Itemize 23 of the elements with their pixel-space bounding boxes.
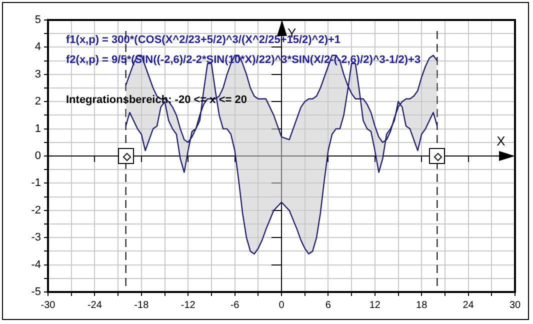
x-tick-label: 0	[278, 300, 285, 311]
x-tick-label: 6	[325, 300, 332, 311]
y-tick-label: 0	[34, 150, 41, 162]
y-tick-label: -4	[31, 258, 41, 271]
x-tick-label: 18	[416, 300, 428, 311]
x-tick-label: -12	[180, 300, 196, 311]
x-tick-label: 12	[369, 300, 381, 311]
x-axis-title: X	[496, 134, 506, 149]
x-tick-label: -18	[134, 300, 150, 311]
x-tick-label: -24	[87, 300, 102, 311]
y-tick-label: 1	[34, 122, 41, 135]
y-tick-label: 2	[34, 96, 41, 108]
x-tick-label: 30	[509, 300, 521, 311]
y-tick-label: -3	[31, 232, 41, 244]
y-tick-label: 3	[34, 68, 41, 80]
x-tick-label: -30	[40, 300, 56, 311]
x-tick-label: -6	[230, 300, 240, 311]
y-tick-label: 4	[34, 41, 41, 54]
x-tick-label: 24	[462, 300, 474, 311]
y-tick-label: -2	[31, 204, 41, 216]
y-tick-label: -1	[31, 177, 41, 190]
y-tick-label: -5	[31, 286, 41, 298]
y-tick-label: 5	[34, 14, 41, 26]
